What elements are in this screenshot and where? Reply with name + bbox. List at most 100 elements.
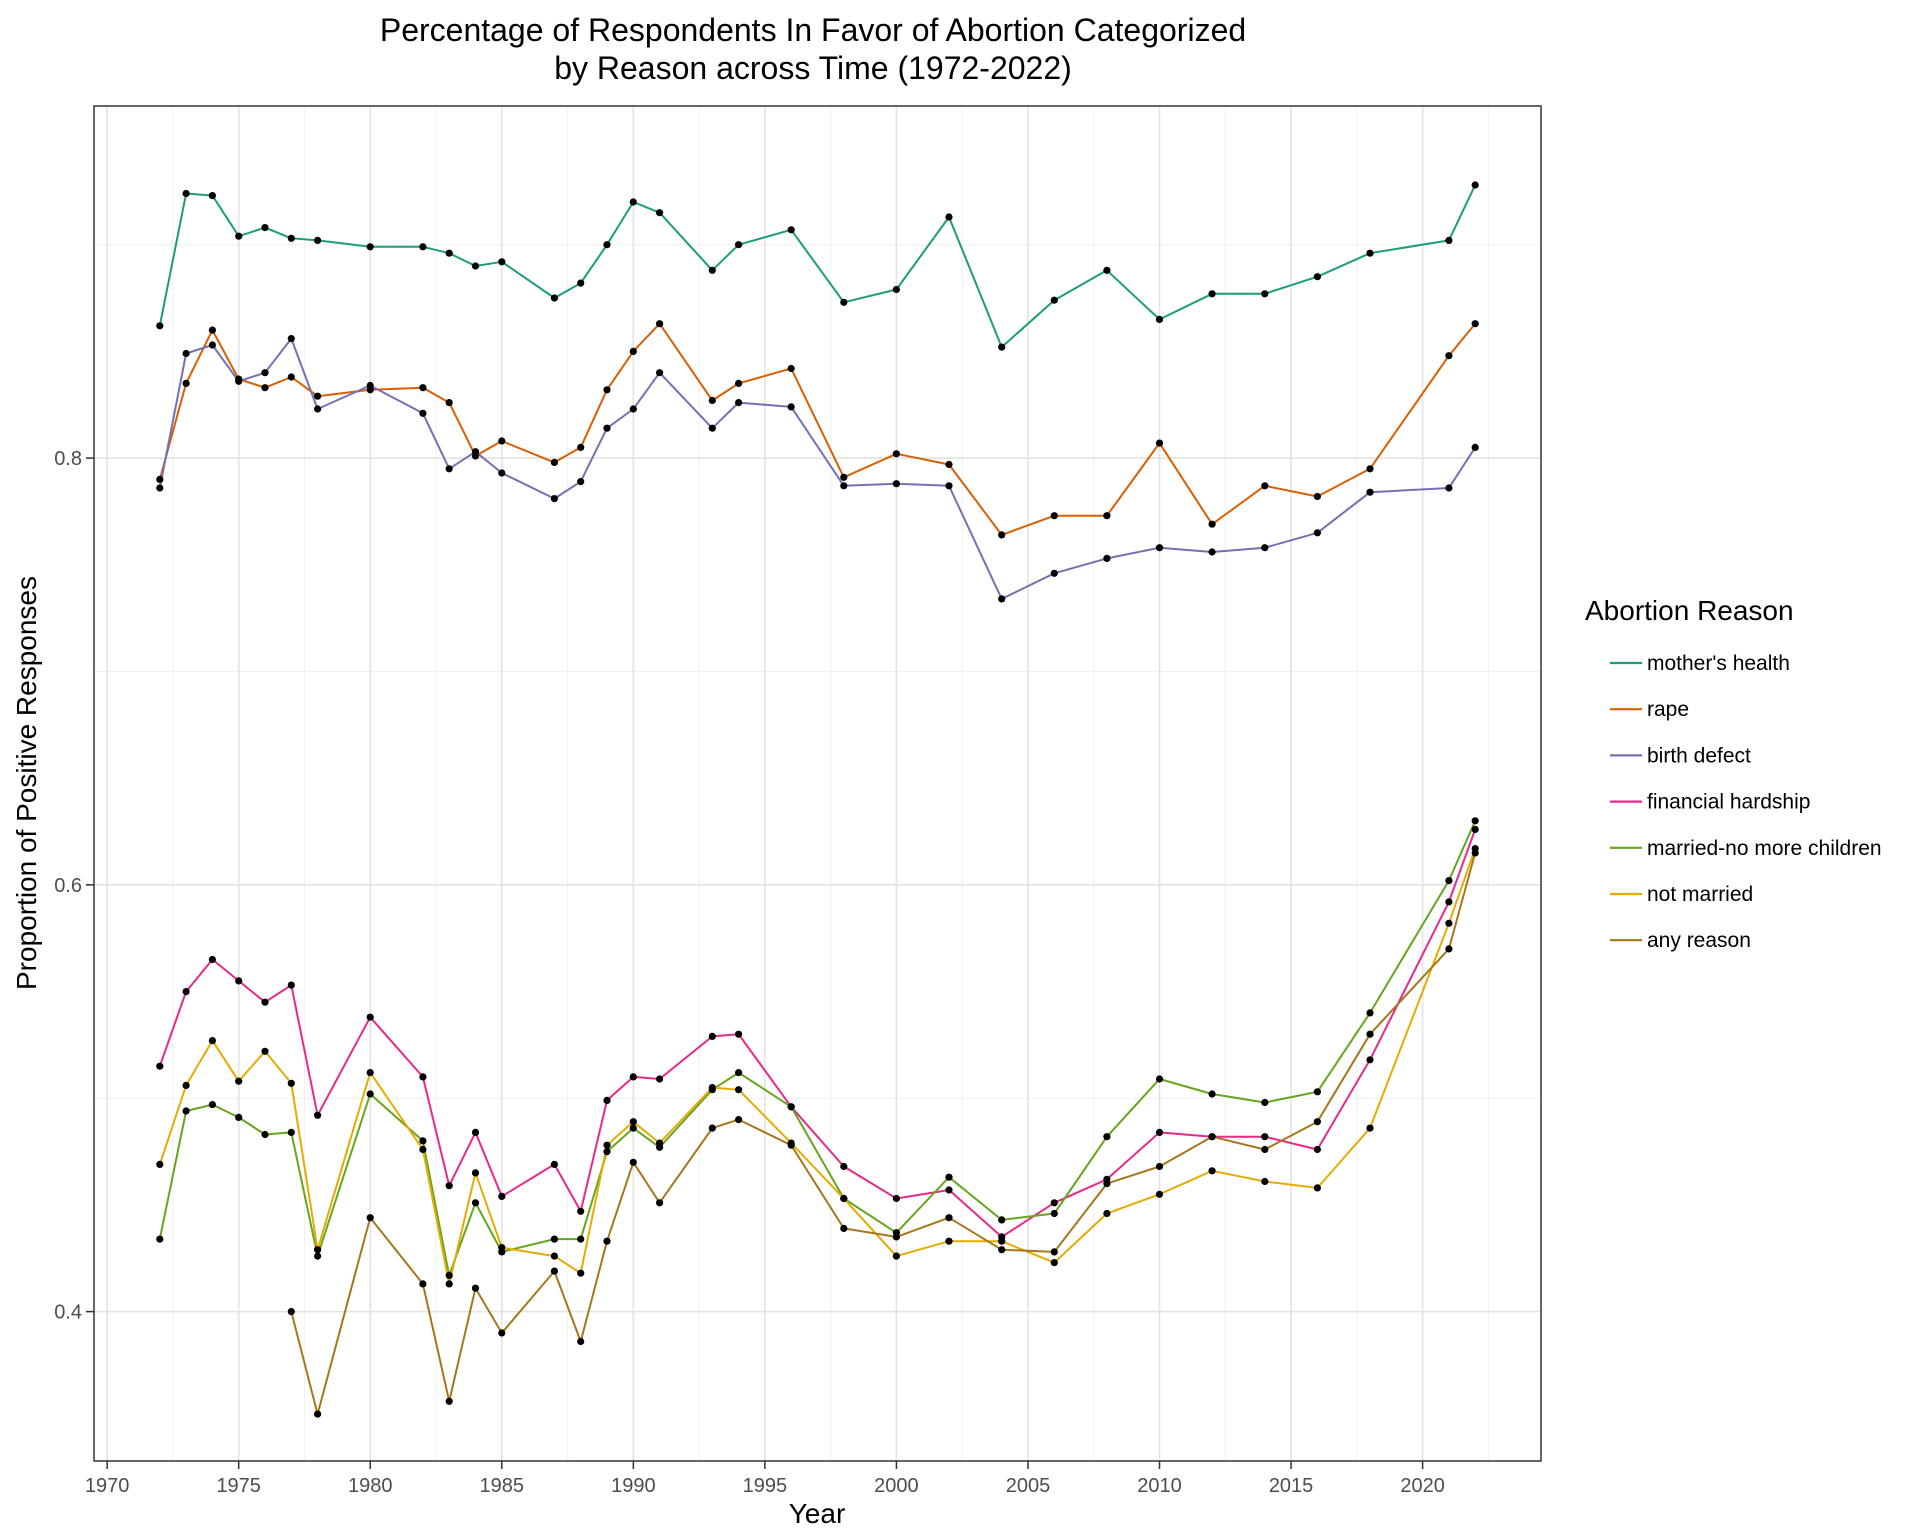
data-point-4 bbox=[366, 1090, 374, 1098]
data-point-3 bbox=[445, 1182, 453, 1190]
data-point-0 bbox=[892, 285, 901, 294]
data-point-0 bbox=[1261, 290, 1269, 298]
data-point-0 bbox=[156, 322, 164, 330]
data-point-4 bbox=[182, 1107, 190, 1115]
data-point-5 bbox=[945, 1237, 953, 1245]
data-point-0 bbox=[182, 189, 190, 198]
data-point-3 bbox=[1313, 1145, 1321, 1154]
data-point-0 bbox=[945, 213, 953, 221]
data-point-6 bbox=[708, 1124, 716, 1132]
data-point-4 bbox=[314, 1252, 322, 1260]
x-tick-label: 1985 bbox=[480, 1475, 525, 1497]
data-point-3 bbox=[287, 981, 295, 989]
data-point-1 bbox=[261, 384, 269, 392]
data-point-6 bbox=[1050, 1248, 1058, 1256]
data-point-1 bbox=[945, 460, 953, 469]
data-point-3 bbox=[235, 977, 243, 985]
data-point-6 bbox=[498, 1329, 506, 1337]
data-point-2 bbox=[945, 482, 953, 490]
data-point-3 bbox=[419, 1073, 427, 1081]
data-point-4 bbox=[629, 1124, 637, 1132]
data-point-3 bbox=[840, 1162, 848, 1171]
data-point-3 bbox=[735, 1030, 743, 1038]
data-point-4 bbox=[1050, 1209, 1058, 1218]
data-point-2 bbox=[656, 369, 664, 377]
data-point-5 bbox=[445, 1280, 453, 1288]
data-point-0 bbox=[1155, 315, 1164, 323]
data-point-2 bbox=[840, 482, 848, 490]
data-point-4 bbox=[445, 1271, 453, 1279]
data-point-2 bbox=[577, 478, 585, 486]
data-point-2 bbox=[550, 495, 559, 503]
data-point-2 bbox=[1261, 544, 1269, 552]
data-point-1 bbox=[498, 437, 506, 445]
data-point-5 bbox=[550, 1252, 559, 1260]
data-point-2 bbox=[208, 341, 216, 349]
data-point-0 bbox=[708, 266, 716, 274]
data-point-0 bbox=[840, 298, 848, 306]
data-point-0 bbox=[550, 294, 559, 302]
data-point-0 bbox=[498, 258, 506, 266]
data-point-0 bbox=[419, 243, 427, 251]
data-point-4 bbox=[1155, 1075, 1164, 1083]
data-point-1 bbox=[787, 364, 795, 373]
data-point-2 bbox=[366, 381, 374, 390]
data-point-2 bbox=[603, 424, 611, 432]
data-point-5 bbox=[419, 1145, 427, 1154]
data-point-1 bbox=[1208, 520, 1216, 528]
data-point-0 bbox=[629, 198, 637, 206]
data-point-5 bbox=[708, 1084, 716, 1092]
data-point-6 bbox=[603, 1237, 611, 1245]
data-point-0 bbox=[1313, 273, 1321, 281]
data-point-4 bbox=[787, 1103, 795, 1111]
data-point-2 bbox=[1471, 443, 1479, 451]
data-point-6 bbox=[1155, 1162, 1164, 1171]
data-point-6 bbox=[1261, 1145, 1269, 1154]
data-point-2 bbox=[1313, 529, 1321, 537]
data-point-1 bbox=[1471, 320, 1479, 328]
legend-label-3: financial hardship bbox=[1647, 791, 1810, 814]
data-point-0 bbox=[366, 243, 374, 251]
data-point-0 bbox=[577, 279, 585, 287]
data-point-5 bbox=[156, 1160, 164, 1168]
data-point-5 bbox=[471, 1169, 480, 1177]
data-point-2 bbox=[1366, 488, 1374, 496]
data-point-3 bbox=[708, 1032, 716, 1040]
data-point-6 bbox=[787, 1141, 795, 1149]
data-point-6 bbox=[840, 1224, 848, 1232]
data-point-5 bbox=[1103, 1209, 1111, 1218]
data-point-2 bbox=[498, 469, 506, 477]
data-point-6 bbox=[577, 1337, 585, 1346]
chart-subtitle: by Reason across Time (1972-2022) bbox=[554, 50, 1072, 86]
series-line-6 bbox=[290, 852, 1477, 1416]
grid-layer bbox=[94, 106, 1541, 1461]
data-point-1 bbox=[550, 458, 559, 466]
data-point-1 bbox=[1366, 465, 1374, 473]
data-point-5 bbox=[1366, 1124, 1374, 1132]
data-point-5 bbox=[1208, 1167, 1216, 1175]
data-point-1 bbox=[735, 379, 743, 387]
data-point-3 bbox=[1445, 898, 1453, 906]
data-point-5 bbox=[892, 1252, 901, 1260]
data-point-0 bbox=[998, 343, 1006, 351]
data-point-1 bbox=[603, 386, 611, 394]
data-point-6 bbox=[1103, 1180, 1111, 1188]
data-point-1 bbox=[892, 450, 901, 458]
data-point-1 bbox=[445, 399, 453, 407]
data-point-1 bbox=[656, 320, 664, 328]
data-point-1 bbox=[998, 531, 1006, 539]
data-point-1 bbox=[287, 373, 295, 381]
legend-title: Abortion Reason bbox=[1585, 595, 1794, 626]
data-point-5 bbox=[261, 1047, 269, 1055]
data-point-3 bbox=[208, 955, 216, 964]
data-point-4 bbox=[156, 1235, 164, 1243]
data-point-1 bbox=[314, 392, 322, 400]
data-point-2 bbox=[735, 399, 743, 407]
data-point-1 bbox=[840, 473, 848, 481]
data-point-2 bbox=[235, 377, 243, 385]
data-point-3 bbox=[1050, 1199, 1058, 1207]
data-point-4 bbox=[471, 1199, 480, 1207]
y-tick-label: 0.6 bbox=[54, 875, 82, 897]
data-point-5 bbox=[1261, 1177, 1269, 1186]
data-point-6 bbox=[1366, 1030, 1374, 1038]
